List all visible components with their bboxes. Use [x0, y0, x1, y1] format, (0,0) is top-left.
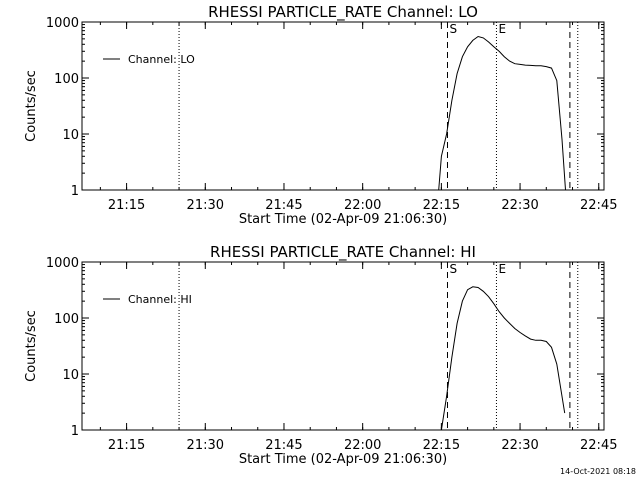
marker-label-s: S: [449, 22, 457, 36]
lo-channel-panel: RHESSI PARTICLE_RATE Channel: LO 1 10 100 10…: [24, 3, 617, 227]
chart-title: RHESSI PARTICLE_RATE Channel: HI: [210, 243, 476, 262]
y-tick-label: 10: [62, 368, 79, 383]
y-tick-label: 10: [62, 128, 79, 143]
x-tick-label: 22:00: [344, 438, 381, 453]
y-tick-label: 1000: [46, 16, 79, 31]
x-axis-label: Start Time (02-Apr-09 21:06:30): [239, 452, 447, 467]
chart-title: RHESSI PARTICLE_RATE Channel: LO: [208, 3, 478, 22]
x-tick-label: 21:30: [187, 198, 224, 213]
y-tick-label: 1000: [46, 256, 79, 271]
x-tick-label: 21:45: [265, 198, 302, 213]
y-tick-label: 1: [71, 184, 79, 199]
marker-label-e: E: [498, 22, 506, 36]
y-tick-label: 1: [71, 424, 79, 439]
render-timestamp: 14-Oct-2021 08:18: [560, 467, 636, 476]
marker-label-e: E: [498, 262, 506, 276]
x-tick-label: 22:45: [580, 198, 617, 213]
hi-channel-panel: RHESSI PARTICLE_RATE Channel: HI 1 10 100 10…: [24, 243, 617, 467]
x-tick-label: 21:15: [108, 438, 145, 453]
series-line: [440, 286, 566, 431]
x-tick-label: 22:30: [501, 198, 538, 213]
series-line: [438, 35, 566, 191]
x-tick-label: 21:15: [108, 198, 145, 213]
x-tick-label: 21:45: [265, 438, 302, 453]
plot-frame: [81, 21, 605, 191]
marker-label-s: S: [449, 262, 457, 276]
x-tick-label: 21:30: [187, 438, 224, 453]
x-tick-label: 22:15: [423, 198, 460, 213]
legend-entry: Channel: HI: [128, 293, 192, 306]
x-axis-label: Start Time (02-Apr-09 21:06:30): [239, 212, 447, 227]
x-tick-label: 22:45: [580, 438, 617, 453]
legend-entry: Channel: LO: [128, 53, 195, 66]
y-axis-label: Counts/sec: [24, 310, 39, 382]
x-tick-label: 22:00: [344, 198, 381, 213]
y-axis-label: Counts/sec: [24, 70, 39, 142]
y-tick-label: 100: [54, 72, 79, 87]
x-tick-label: 22:15: [423, 438, 460, 453]
y-tick-label: 100: [54, 312, 79, 327]
x-tick-label: 22:30: [501, 438, 538, 453]
plot-frame: [81, 261, 605, 431]
